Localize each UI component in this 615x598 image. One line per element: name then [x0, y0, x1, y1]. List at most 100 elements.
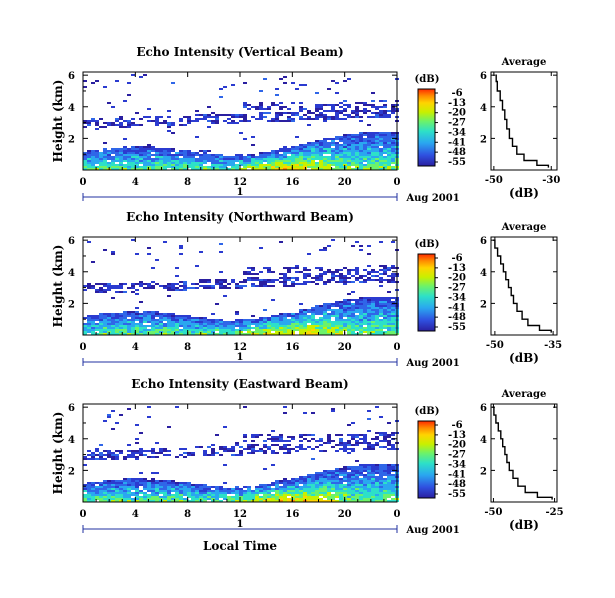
heatmap-cell	[123, 325, 127, 327]
heatmap-cell	[355, 484, 359, 486]
heatmap-cell	[379, 325, 383, 327]
heatmap-cell	[379, 470, 383, 472]
heatmap-cell	[387, 303, 391, 305]
heatmap-cell	[383, 273, 387, 275]
heatmap-cell	[363, 279, 367, 281]
heatmap-cell	[299, 309, 303, 311]
heatmap-cell	[283, 319, 287, 321]
heatmap-cell	[103, 484, 107, 486]
heatmap-cell	[243, 158, 247, 160]
heatmap-cell	[263, 333, 267, 335]
heatmap-cell	[135, 293, 139, 295]
heatmap-cell	[283, 488, 287, 490]
heatmap-cell	[295, 277, 299, 279]
heatmap-cell	[335, 104, 339, 106]
heatmap-cell	[379, 496, 383, 498]
heatmap-cell	[375, 482, 379, 484]
heatmap-cell	[323, 110, 327, 112]
heatmap-cell	[375, 279, 379, 281]
heatmap-cell	[363, 301, 367, 303]
heatmap-cell	[179, 160, 183, 162]
heatmap-cell	[331, 331, 335, 333]
heatmap-cell	[239, 450, 243, 452]
heatmap-cell	[99, 498, 103, 500]
heatmap-cell	[355, 444, 359, 446]
heatmap-cell	[295, 154, 299, 156]
heatmap-cell	[175, 490, 179, 492]
heatmap-cell	[147, 156, 151, 158]
heatmap-cell	[183, 164, 187, 166]
heatmap-cell	[351, 325, 355, 327]
heatmap-cell	[367, 448, 371, 450]
heatmap-cell	[187, 152, 191, 154]
heatmap-cell	[351, 313, 355, 315]
heatmap-cell	[143, 496, 147, 498]
heatmap-cell	[215, 162, 219, 164]
heatmap-cell	[311, 319, 315, 321]
heatmap-cell	[363, 434, 367, 436]
heatmap-cell	[139, 313, 143, 315]
heatmap-cell	[379, 100, 383, 102]
heatmap-cell	[147, 168, 151, 170]
heatmap-cell	[319, 319, 323, 321]
heatmap-cell	[347, 448, 351, 450]
heatmap-cell	[351, 480, 355, 482]
heatmap-cell	[315, 116, 319, 118]
heatmap-cell	[219, 285, 223, 287]
heatmap-cell	[291, 164, 295, 166]
heatmap-cell	[227, 156, 231, 158]
heatmap-cell	[339, 110, 343, 112]
heatmap-cell	[279, 440, 283, 442]
heatmap-cell	[343, 490, 347, 492]
heatmap-cell	[351, 315, 355, 317]
heatmap-cell	[259, 164, 263, 166]
heatmap-cell	[203, 116, 207, 118]
heatmap-cell	[387, 144, 391, 146]
heatmap-cell	[263, 283, 267, 285]
heatmap-cell	[111, 285, 115, 287]
heatmap-cell	[319, 142, 323, 144]
heatmap-cell	[387, 142, 391, 144]
heatmap-cell	[311, 162, 315, 164]
heatmap-cell	[307, 309, 311, 311]
heatmap-cell	[299, 448, 303, 450]
heatmap-cell	[259, 162, 263, 164]
heatmap-cell	[331, 408, 335, 410]
heatmap-cell	[91, 158, 95, 160]
heatmap-cell	[359, 492, 363, 494]
heatmap-cell	[259, 168, 263, 170]
heatmap-cell	[339, 478, 343, 480]
heatmap-cell	[299, 490, 303, 492]
heatmap-cell	[275, 166, 279, 168]
heatmap-cell	[187, 329, 191, 331]
heatmap-cell	[139, 166, 143, 168]
heatmap-cell	[335, 480, 339, 482]
heatmap-cell	[151, 162, 155, 164]
heatmap-cell	[111, 456, 115, 458]
heatmap-cell	[311, 142, 315, 144]
heatmap-cell	[327, 138, 331, 140]
heatmap-cell	[151, 319, 155, 321]
heatmap-cell	[211, 331, 215, 333]
heatmap-cell	[231, 488, 235, 490]
heatmap-cell	[255, 490, 259, 492]
heatmap-cell	[231, 454, 235, 456]
heatmap-cell	[87, 162, 91, 164]
heatmap-cell	[307, 434, 311, 436]
heatmap-cell	[283, 148, 287, 150]
heatmap-cell	[375, 307, 379, 309]
heatmap-cell	[299, 146, 303, 148]
heatmap-cell	[291, 112, 295, 114]
heatmap-cell	[323, 321, 327, 323]
heatmap-cell	[383, 269, 387, 271]
heatmap-cell	[91, 315, 95, 317]
heatmap-cell	[83, 496, 87, 498]
heatmap-cell	[295, 498, 299, 500]
heatmap-cell	[319, 144, 323, 146]
heatmap-cell	[247, 156, 251, 158]
heatmap-cell	[171, 315, 175, 317]
heatmap-cell	[359, 245, 363, 247]
heatmap-cell	[211, 313, 215, 315]
heatmap-cell	[231, 156, 235, 158]
heatmap-cell	[119, 500, 123, 502]
